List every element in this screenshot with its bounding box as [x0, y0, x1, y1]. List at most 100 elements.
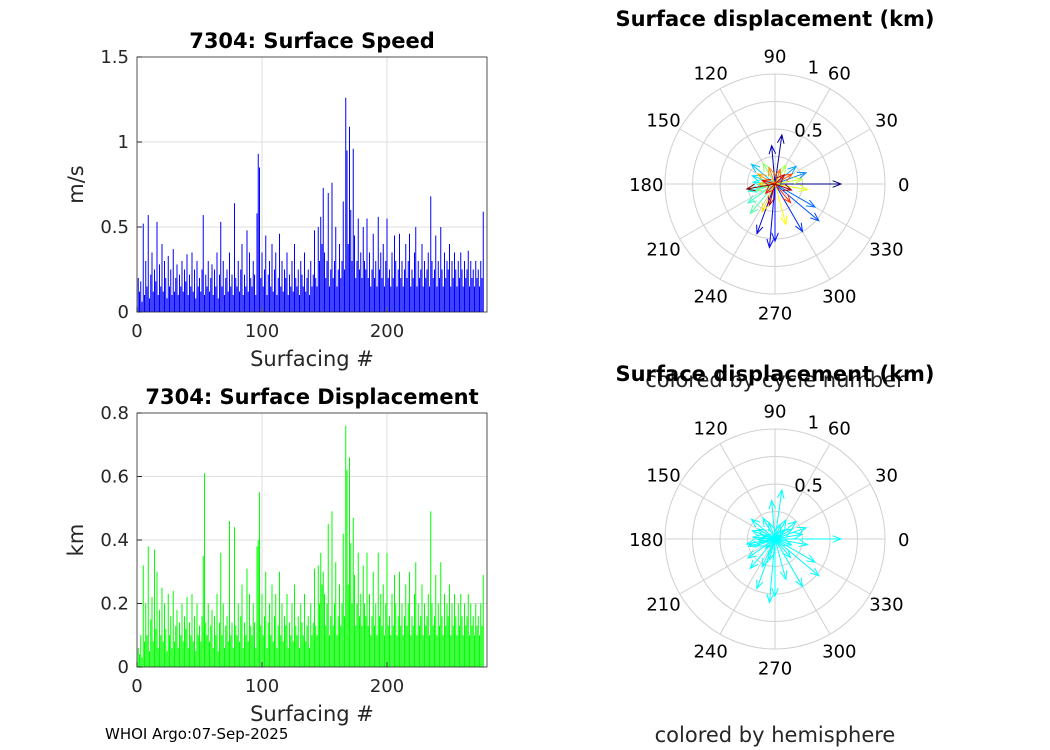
displacement-vector — [774, 538, 803, 587]
vector-arrowhead — [832, 535, 843, 543]
displacement-vector — [774, 134, 783, 185]
chart-title: 7304: Surface Displacement — [145, 385, 478, 409]
vector-arrowhead — [771, 587, 779, 598]
y-tick-label: 0.4 — [100, 530, 129, 551]
vector-arrowhead — [756, 173, 767, 182]
displacement-vector — [768, 522, 776, 540]
x-tick-label: 100 — [245, 321, 279, 342]
displacement-vector — [765, 538, 776, 549]
polar-hemisphere-chart: 0 30 60 90 120 150 180 210 240 270 300 330 0.5 1 Surfa… — [615, 362, 934, 747]
speed-chart: 0 100 200 0 0.5 1 1.5 7304: Surface Speed Surfac… — [64, 29, 488, 371]
displacement-vector — [774, 178, 803, 185]
displacement-vector — [746, 183, 776, 190]
y-tick-label: 0.6 — [100, 467, 129, 488]
vector-arrowhead — [750, 174, 762, 183]
vector-arrowhead — [761, 557, 769, 569]
vector-arrowhead — [749, 559, 759, 570]
vector-arrowhead — [745, 183, 756, 192]
angle-label: 120 — [693, 419, 727, 440]
displacement-vector — [774, 183, 787, 225]
vector-arrowhead — [756, 579, 764, 590]
vector-arrowhead — [783, 173, 794, 182]
displacement-vector — [774, 183, 791, 203]
displacement-vector — [774, 174, 785, 185]
angle-label: 270 — [758, 659, 792, 680]
displacement-vector — [762, 535, 776, 540]
displacement-vector — [747, 183, 776, 204]
axes-box — [136, 56, 488, 313]
chart-subtitle: colored by cycle number — [645, 368, 905, 392]
vector-arrowhead — [798, 539, 809, 548]
displacement-chart: 0 100 200 0 0.2 0.4 0.6 0.8 7304: Surface Displa… — [64, 385, 488, 726]
vector-arrowhead — [764, 184, 775, 195]
footer-stamp: WHOI Argo:07-Sep-2025 — [105, 725, 289, 743]
x-tick-label: 200 — [370, 676, 404, 697]
angle-label: 0 — [898, 530, 909, 551]
displacement-vector — [765, 183, 776, 194]
y-tick-label: 1 — [118, 132, 129, 153]
vector-arrowhead — [776, 133, 785, 144]
y-tick-label: 0 — [118, 302, 129, 323]
angle-label: 0 — [898, 175, 909, 196]
radial-tick-label: 1 — [808, 412, 819, 433]
radial-tick-label: 1 — [808, 57, 819, 78]
vector-arrowhead — [750, 518, 761, 528]
angle-label: 30 — [875, 111, 898, 132]
angle-label: 150 — [646, 466, 680, 487]
displacement-vector — [774, 173, 793, 185]
displacement-vector — [751, 518, 776, 540]
angle-label: 90 — [764, 46, 787, 67]
vector-arrowhead — [751, 179, 762, 187]
vector-arrowhead — [810, 212, 820, 222]
chart-title: 7304: Surface Speed — [189, 29, 435, 53]
displacement-vector — [774, 538, 787, 580]
vector-arrowhead — [751, 534, 762, 542]
vector-arrowhead — [745, 538, 756, 547]
polar-spoke — [679, 183, 776, 240]
displacement-vector — [768, 538, 776, 561]
angle-label: 60 — [828, 419, 851, 440]
vector-arrowhead — [773, 523, 782, 534]
vector-arrowhead — [780, 570, 788, 581]
polar-spoke — [719, 183, 776, 280]
displacement-vector — [747, 538, 776, 559]
angle-label: 150 — [646, 111, 680, 132]
vector-arrowhead — [775, 528, 786, 539]
displacement-vector — [749, 538, 776, 569]
displacement-vector — [768, 538, 776, 603]
displacement-vector — [774, 538, 792, 546]
vector-arrowhead — [760, 179, 772, 187]
vector-arrowhead — [793, 531, 804, 540]
angle-label: 210 — [646, 594, 680, 615]
angle-label: 180 — [629, 530, 663, 551]
displacement-vector — [774, 183, 803, 232]
displacement-vector — [768, 183, 776, 248]
vector-arrowhead — [756, 528, 767, 537]
displacement-vector — [762, 180, 776, 185]
chart-subtitle: colored by hemisphere — [655, 723, 896, 747]
radial-tick-label: 0.5 — [794, 476, 823, 497]
x-tick-label: 0 — [131, 676, 142, 697]
displacement-vector — [774, 183, 820, 222]
displacement-vector — [774, 172, 807, 185]
vector-arrowhead — [795, 577, 804, 588]
vector-arrowhead — [766, 593, 774, 604]
y-tick-label: 0.5 — [100, 217, 129, 238]
angle-label: 210 — [646, 239, 680, 260]
vector-arrowhead — [806, 199, 817, 208]
displacement-vector — [774, 524, 781, 540]
angle-label: 270 — [758, 304, 792, 325]
displacement-vector — [774, 529, 785, 540]
vector-arrowhead — [782, 193, 792, 204]
x-tick-label: 0 — [131, 321, 142, 342]
vector-arrowhead — [762, 161, 771, 173]
displacement-vector — [771, 500, 776, 540]
angle-label: 330 — [869, 239, 903, 260]
vector-arrowhead — [778, 518, 787, 529]
vector-arrowhead — [787, 520, 798, 530]
vector-arrowhead — [766, 238, 774, 249]
y-tick-label: 0 — [118, 657, 129, 678]
vector-arrowhead — [796, 171, 808, 180]
displacement-vector — [751, 163, 776, 185]
